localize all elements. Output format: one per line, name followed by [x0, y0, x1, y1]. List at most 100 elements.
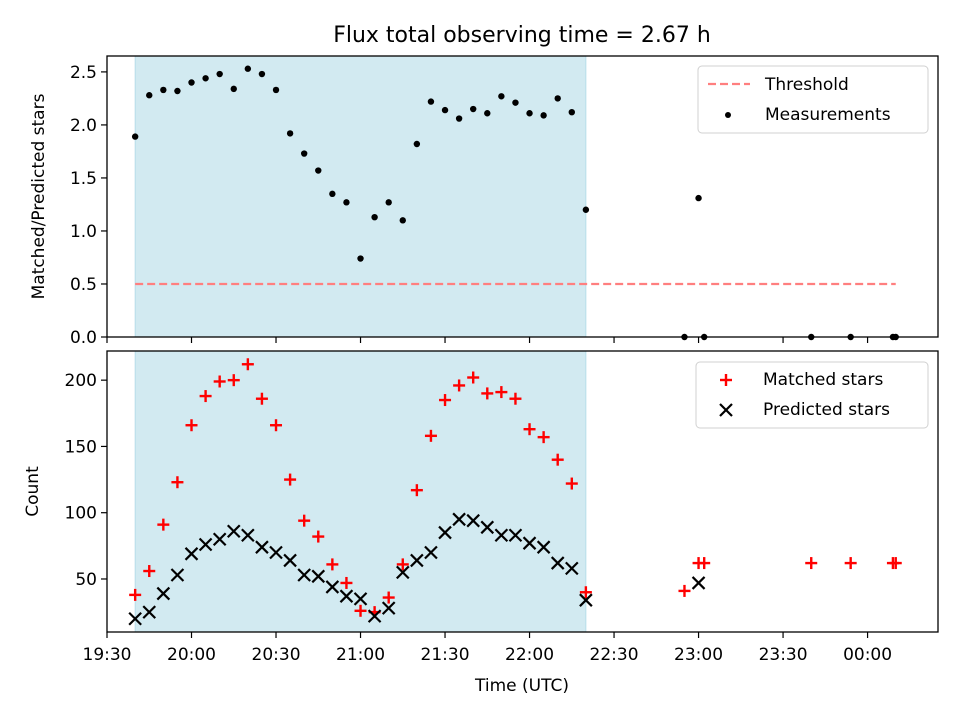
top-legend: Threshold Measurements: [697, 65, 929, 134]
measurement-point: [441, 106, 449, 114]
predicted-star-point: [466, 513, 480, 528]
x-tick-label: 20:30: [252, 645, 301, 665]
predicted-star-point: [536, 540, 551, 554]
predicted-star-point: [339, 589, 354, 603]
predicted-star-point: [353, 592, 368, 606]
x-tick-label: 23:00: [674, 645, 723, 665]
predicted-star-point: [283, 553, 297, 568]
measurement-point: [371, 213, 378, 221]
measurement-point: [174, 87, 181, 95]
matched-star-point: [495, 386, 508, 399]
bottom-observing-window-shade: [134, 350, 587, 633]
predicted-star-point: [424, 545, 438, 560]
top-y-tick-label: 2.5: [70, 63, 97, 83]
bottom-y-tick-label: 150: [65, 437, 97, 457]
matched-star-point: [270, 419, 283, 432]
measurement-point: [258, 70, 266, 78]
predicted-star-point: [410, 553, 424, 568]
measurement-point: [160, 86, 167, 94]
predicted-star-point: [438, 525, 452, 540]
bottom-y-tick-label: 200: [65, 371, 97, 391]
predicted-star-point: [226, 524, 241, 539]
matched-star-point: [678, 584, 691, 597]
predicted-star-point: [269, 545, 283, 560]
measurement-point: [413, 140, 421, 148]
predicted-star-point: [325, 580, 340, 594]
predicted-star-point: [311, 569, 326, 584]
predicted-star-point: [367, 609, 382, 623]
top-y-axis-label: Matched/Predicted stars: [29, 93, 49, 299]
bottom-y-axis-label: Count: [23, 466, 43, 517]
matched-star-point: [844, 557, 857, 570]
measurement-point: [568, 109, 575, 116]
measurement-point: [131, 133, 139, 140]
measurement-point: [343, 199, 350, 206]
x-tick-label: 00:00: [843, 645, 892, 665]
matched-star-point: [467, 371, 480, 384]
predicted-star-point: [565, 561, 579, 576]
matched-star-point: [157, 518, 170, 531]
legend-matched-swatch: [720, 374, 732, 386]
matched-star-point: [340, 576, 353, 589]
measurement-point: [399, 217, 406, 224]
x-axis-label: Time (UTC): [474, 676, 569, 696]
matched-star-point: [227, 374, 240, 387]
legend-measurements-label: Measurements: [765, 105, 891, 125]
matched-star-point: [171, 476, 184, 489]
top-y-tick-label: 1.0: [70, 222, 97, 242]
top-observing-window-shade: [134, 55, 587, 338]
measurement-point: [695, 194, 702, 202]
matched-star-point: [284, 473, 297, 486]
predicted-star-point: [579, 593, 593, 607]
x-tick-label: 23:30: [759, 645, 808, 665]
matched-star-point: [255, 392, 268, 405]
bottom-panel: 50 100 150 200 Count Time (UTC) Matched sta…: [23, 350, 939, 696]
x-tick-label: 19:30: [83, 645, 132, 665]
x-tick-label: 20:00: [167, 645, 216, 665]
chart-title: Flux total observing time = 2.67 h: [333, 23, 711, 48]
predicted-star-point: [508, 528, 523, 543]
measurement-point: [272, 86, 280, 94]
x-tick-label: 21:30: [421, 645, 470, 665]
predicted-star-point: [156, 586, 171, 601]
bottom-legend-box: [695, 361, 929, 429]
measurement-point: [300, 150, 308, 157]
matched-star-point: [213, 375, 226, 388]
top-y-tick-label: 0.0: [70, 328, 97, 348]
matched-star-point: [565, 477, 578, 490]
matched-star-point: [579, 586, 592, 599]
measurement-point: [202, 75, 209, 82]
matched-star-point: [439, 394, 452, 407]
measurement-point: [582, 206, 590, 213]
predicted-star-point: [395, 565, 410, 580]
measurement-point: [286, 130, 294, 137]
matched-star-point: [241, 358, 254, 371]
measurement-point: [427, 98, 435, 105]
measurement-point: [244, 65, 252, 72]
measurement-point: [357, 255, 364, 262]
predicted-star-point: [452, 512, 466, 527]
x-tick-label: 22:30: [590, 645, 639, 665]
matched-star-point: [185, 419, 198, 432]
top-legend-box: [697, 65, 929, 134]
matched-star-point: [523, 423, 536, 436]
measurement-point: [526, 110, 533, 117]
matched-star-point: [481, 387, 494, 400]
matched-star-point: [509, 392, 522, 405]
measurement-point: [315, 167, 322, 174]
predicted-star-point: [142, 605, 157, 619]
top-panel: 0.0 0.5 1.0 1.5 2.0 2.5 Matched/Predicted sta…: [29, 55, 939, 348]
x-tick-label: 22:00: [505, 645, 554, 665]
matched-star-point: [143, 565, 156, 578]
measurement-point: [146, 92, 153, 99]
top-y-tick-label: 2.0: [70, 116, 97, 136]
matched-star-point: [326, 558, 339, 571]
legend-matched-label: Matched stars: [763, 370, 883, 390]
matched-star-point: [298, 514, 311, 527]
matched-star-point: [805, 557, 818, 570]
predicted-star-point: [128, 611, 142, 626]
matched-star-point: [698, 557, 711, 570]
matched-star-point: [537, 431, 550, 444]
legend-threshold-label: Threshold: [764, 75, 849, 95]
